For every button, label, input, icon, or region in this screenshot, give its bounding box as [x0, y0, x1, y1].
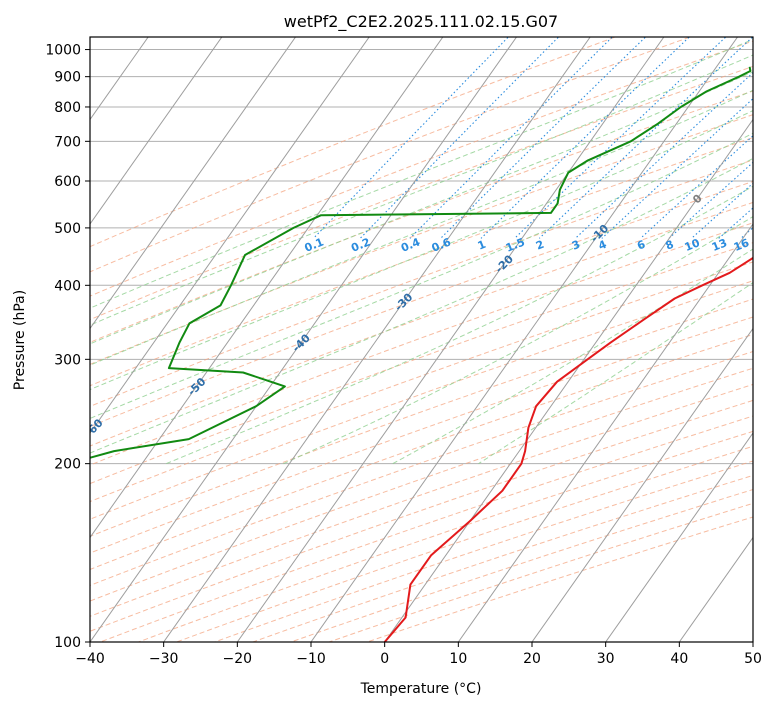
y-tick-label: 600 [54, 174, 81, 190]
y-tick-label: 300 [54, 352, 81, 368]
isotherm [90, 37, 223, 225]
isotherm [678, 536, 753, 642]
isotherm [236, 37, 665, 642]
y-tick-label: 100 [54, 635, 81, 651]
moist-adiabat [165, 185, 753, 465]
x-axis-label: Temperature (°C) [360, 681, 482, 697]
x-tick-label: 10 [449, 651, 467, 667]
x-tick-label: −40 [75, 651, 105, 667]
moist-adiabat [283, 216, 753, 465]
x-tick-label: −30 [149, 651, 179, 667]
chart-title: wetPf2_C2E2.2025.111.02.15.G07 [284, 12, 558, 32]
dry-adiabat [90, 159, 753, 407]
mixing-ratio-label: 1 [476, 238, 488, 253]
x-tick-label: −20 [223, 651, 253, 667]
x-tick-label: 20 [523, 651, 541, 667]
mixing-ratio-line [359, 37, 560, 239]
y-tick-label: 200 [54, 457, 81, 473]
y-axis-ticks: 100 200 300 400 500 600 700 800 900 1000 [45, 43, 90, 651]
mixing-ratio-label: 8 [664, 238, 676, 253]
temperature-profile-line [383, 256, 753, 642]
moist-adiabat [392, 248, 753, 465]
isotherm [163, 37, 591, 642]
mixing-ratio-labels: 0.10.20.40.611.52346810131620253036 [303, 235, 752, 254]
isotherm [90, 37, 370, 434]
y-axis-label: Pressure (hPa) [12, 290, 28, 390]
isotherm [605, 432, 753, 642]
x-tick-label: 30 [597, 651, 615, 667]
y-tick-label: 400 [54, 278, 81, 294]
isotherm [90, 37, 444, 539]
dry-adiabat [90, 90, 753, 343]
mixing-ratio-label: 16 [732, 236, 751, 254]
y-tick-label: 900 [54, 70, 81, 86]
mixing-ratio-label: 2 [534, 238, 546, 253]
dry-adiabat [90, 37, 692, 273]
y-tick-label: 700 [54, 134, 81, 150]
mixing-ratio-label: 13 [710, 236, 729, 254]
x-tick-label: 0 [380, 651, 389, 667]
mixing-ratio-line [574, 71, 753, 239]
dry-adiabat [90, 37, 617, 248]
dry-adiabats [90, 37, 753, 642]
isotherm [384, 118, 753, 642]
isotherms [90, 37, 753, 642]
mixing-ratio-line [691, 182, 753, 239]
x-tick-label: 40 [670, 651, 688, 667]
dewpoint-profile-line [90, 66, 752, 459]
mixing-ratio-label: 3 [570, 238, 582, 253]
dry-adiabat [90, 40, 753, 297]
y-tick-label: 800 [54, 100, 81, 116]
dry-adiabat [90, 180, 753, 428]
x-axis-ticks: −40 −30 −20 −10 0 10 20 30 40 50 [75, 642, 762, 667]
plot-area [90, 37, 753, 642]
pressure-gridlines [90, 49, 753, 642]
isotherm [90, 37, 297, 330]
x-tick-label: −10 [296, 651, 326, 667]
mixing-ratio-line [409, 37, 614, 239]
moist-adiabat [90, 157, 753, 454]
y-tick-label: 1000 [45, 43, 81, 59]
isotherm [531, 327, 753, 642]
isotherm [90, 37, 518, 642]
moist-adiabat [90, 132, 753, 420]
mixing-ratio-label: 10 [683, 236, 702, 254]
profile-series [90, 66, 753, 642]
moist-adiabat [90, 110, 753, 391]
y-tick-label: 500 [54, 221, 81, 237]
isotherm [310, 37, 739, 642]
isotherm [457, 223, 753, 642]
dry-adiabat [90, 65, 753, 321]
x-tick-label: 50 [744, 651, 762, 667]
plot-frame [89, 36, 754, 643]
moist-adiabat [90, 38, 753, 309]
dry-adiabat [90, 137, 753, 387]
